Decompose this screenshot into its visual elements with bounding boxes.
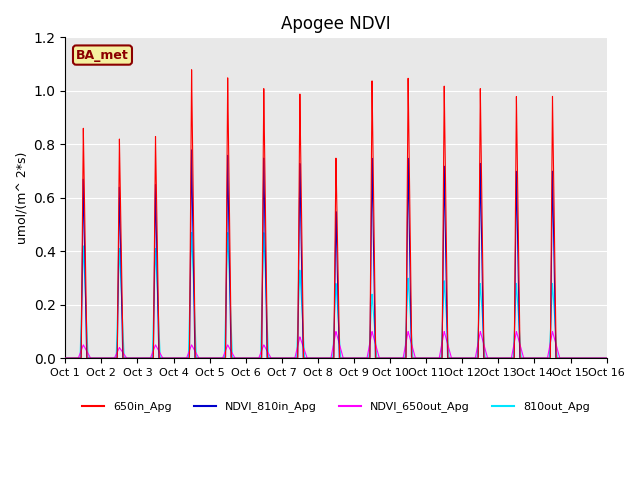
Legend: 650in_Apg, NDVI_810in_Apg, NDVI_650out_Apg, 810out_Apg: 650in_Apg, NDVI_810in_Apg, NDVI_650out_A… [77,397,595,417]
Title: Apogee NDVI: Apogee NDVI [281,15,391,33]
Text: BA_met: BA_met [76,48,129,61]
Y-axis label: umol/(m^ 2*s): umol/(m^ 2*s) [15,152,28,244]
